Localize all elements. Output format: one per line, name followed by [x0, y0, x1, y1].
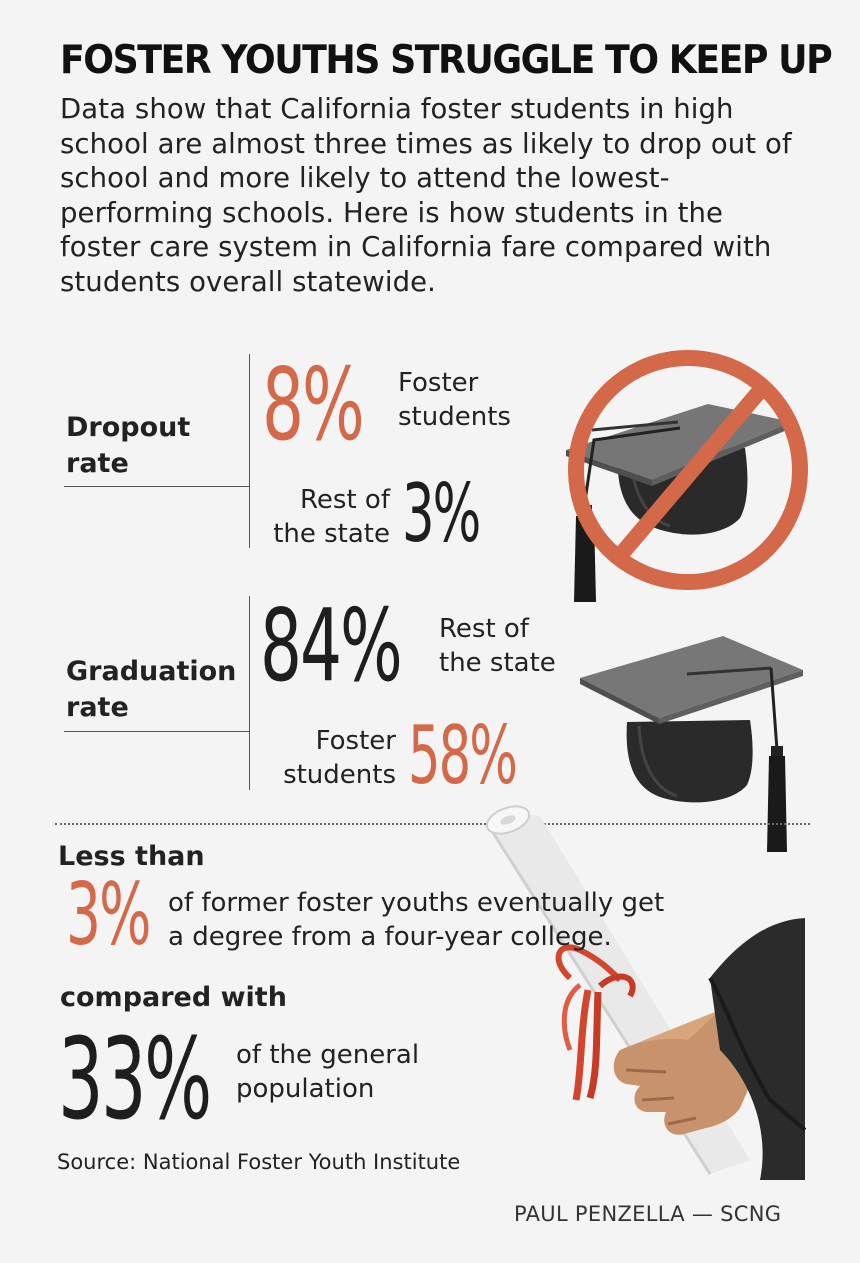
graduation-state-value: 84%	[260, 587, 403, 704]
graduation-label-line2: rate	[66, 692, 129, 723]
college-general-caption: of the general population	[236, 1038, 419, 1106]
graduation-foster-caption-line1: Foster	[315, 726, 396, 756]
graduation-state-caption-line1: Rest of	[439, 614, 529, 644]
credit-line: PAUL PENZELLA — SCNG	[514, 1202, 782, 1226]
graduation-foster-caption-line2: students	[283, 760, 396, 790]
college-general-value: 33%	[58, 1015, 212, 1145]
college-general-caption-line2: population	[236, 1074, 375, 1104]
no-graduation-cap-icon	[566, 350, 808, 602]
dropout-foster-caption-line1: Foster	[398, 368, 479, 398]
graduation-foster-value: 58%	[408, 709, 518, 802]
dropout-state-caption-line1: Rest of	[300, 485, 390, 515]
college-foster-caption-line2: a degree from a four-year college.	[168, 922, 612, 952]
college-foster-caption-line1: of former foster youths eventually get	[168, 888, 665, 918]
page-title: FOSTER YOUTHS STRUGGLE TO KEEP UP	[60, 38, 833, 83]
intro-text: Data show that California foster student…	[60, 93, 792, 298]
graduation-label: Graduation rate	[66, 654, 236, 726]
dropout-state-caption: Rest of the state	[250, 483, 390, 551]
graduation-foster-caption: Foster students	[250, 724, 396, 792]
graduation-state-caption-line2: the state	[439, 648, 556, 678]
diploma-hand-icon	[485, 805, 807, 1180]
dropout-label-line2: rate	[66, 448, 129, 479]
graduation-rule-vertical	[249, 596, 250, 790]
source-note: Source: National Foster Youth Institute	[57, 1150, 461, 1174]
dropout-label: Dropout rate	[66, 410, 190, 482]
college-middle: compared with	[60, 982, 287, 1013]
dropout-rule-horizontal	[64, 486, 250, 487]
dropout-state-value: 3%	[402, 467, 481, 560]
college-foster-value: 3%	[66, 865, 151, 965]
college-lead: Less than	[58, 841, 205, 872]
graduation-cap-icon	[580, 636, 803, 852]
dropout-foster-caption: Foster students	[398, 366, 511, 434]
dropout-label-line1: Dropout	[66, 412, 191, 443]
dropout-foster-value: 8%	[262, 346, 365, 463]
graduation-state-caption: Rest of the state	[439, 612, 556, 680]
graduation-label-line1: Graduation	[66, 656, 237, 687]
dropout-state-caption-line2: the state	[273, 519, 390, 549]
college-general-caption-line1: of the general	[236, 1040, 420, 1070]
section-divider	[55, 823, 810, 825]
dropout-foster-caption-line2: students	[398, 402, 511, 432]
dropout-rule-vertical	[249, 354, 250, 548]
college-foster-caption: of former foster youths eventually get a…	[168, 886, 664, 954]
graduation-rule-horizontal	[64, 731, 250, 732]
